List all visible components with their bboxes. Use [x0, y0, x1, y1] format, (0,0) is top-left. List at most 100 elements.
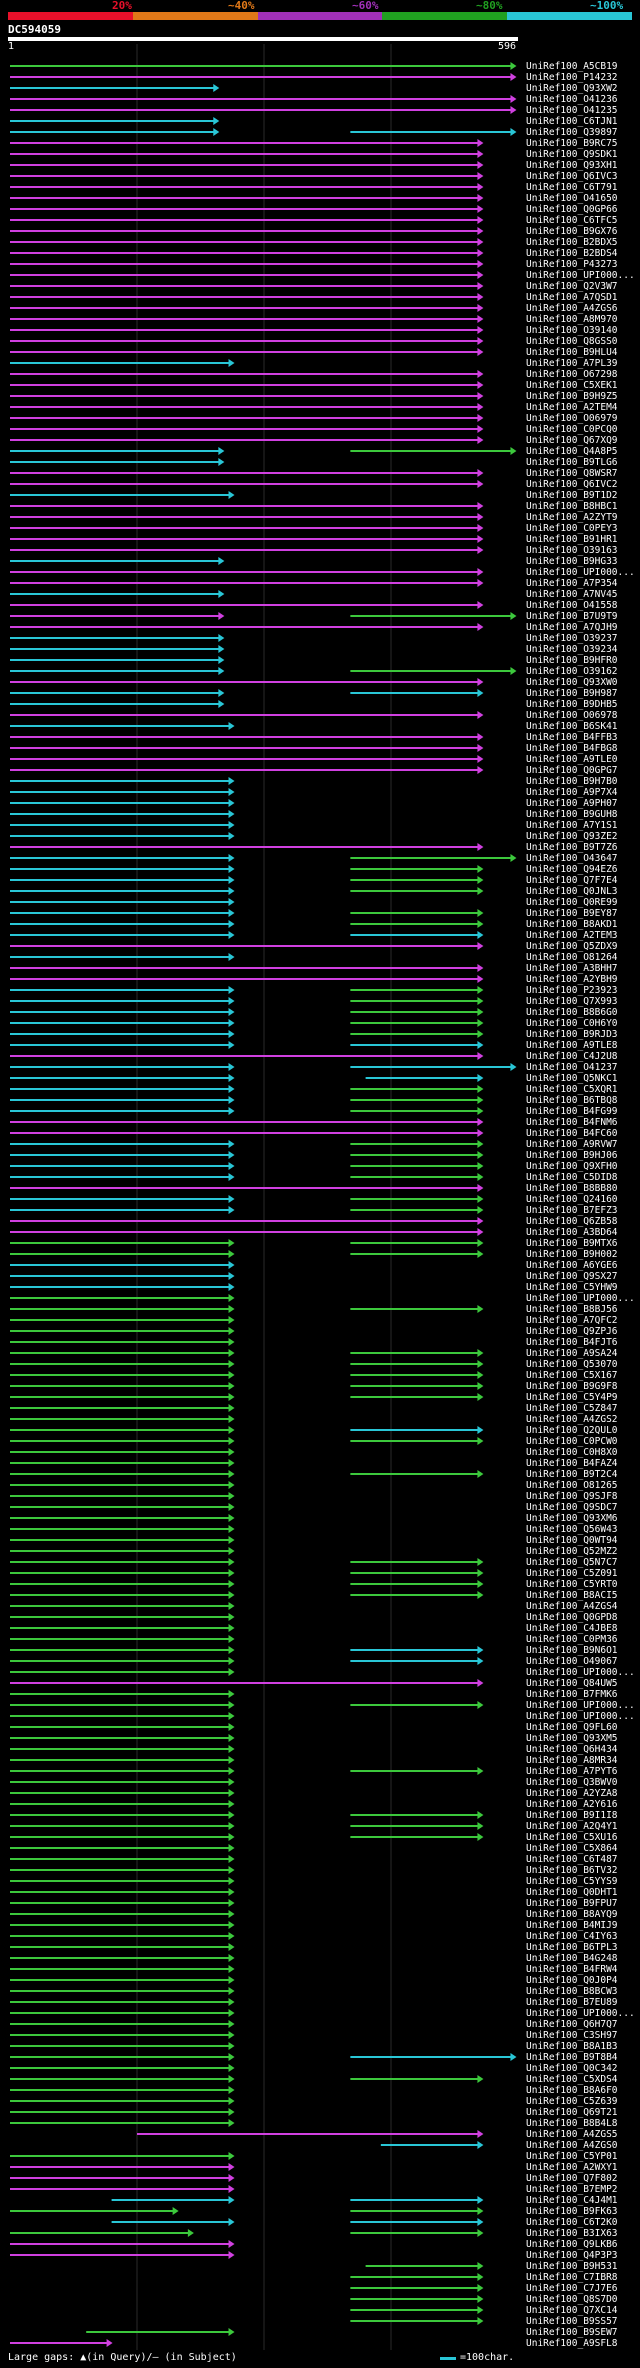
hit-label[interactable]: UniRef100_Q6IVC3	[526, 171, 618, 182]
hit-label[interactable]: UniRef100_B9G9F8	[526, 1381, 618, 1392]
hit-label[interactable]: UniRef100_A9SA24	[526, 1348, 618, 1359]
hit-label[interactable]: UniRef100_O06979	[526, 413, 618, 424]
hit-label[interactable]: UniRef100_B91HR1	[526, 534, 618, 545]
hit-label[interactable]: UniRef100_Q9SJF8	[526, 1491, 618, 1502]
hit-label[interactable]: UniRef100_C5Z847	[526, 1403, 618, 1414]
hit-label[interactable]: UniRef100_A9TLE0	[526, 754, 618, 765]
hit-label[interactable]: UniRef100_O67298	[526, 369, 618, 380]
hit-label[interactable]: UniRef100_Q0C342	[526, 2063, 618, 2074]
hit-label[interactable]: UniRef100_O81265	[526, 1480, 618, 1491]
hit-label[interactable]: UniRef100_A2ZYT9	[526, 512, 618, 523]
hit-label[interactable]: UniRef100_A3BD64	[526, 1227, 618, 1238]
hit-label[interactable]: UniRef100_C6T791	[526, 182, 618, 193]
hit-label[interactable]: UniRef100_B4FFB3	[526, 732, 618, 743]
hit-label[interactable]: UniRef100_O43647	[526, 853, 618, 864]
hit-label[interactable]: UniRef100_B9GX76	[526, 226, 618, 237]
hit-label[interactable]: UniRef100_C5XQR1	[526, 1084, 618, 1095]
hit-label[interactable]: UniRef100_O41237	[526, 1062, 618, 1073]
hit-label[interactable]: UniRef100_B8A6F0	[526, 2085, 618, 2096]
hit-label[interactable]: UniRef100_O41236	[526, 94, 618, 105]
hit-label[interactable]: UniRef100_B4FRW4	[526, 1964, 618, 1975]
hit-label[interactable]: UniRef100_B3IX63	[526, 2228, 618, 2239]
hit-label[interactable]: UniRef100_B4FAZ4	[526, 1458, 618, 1469]
hit-label[interactable]: UniRef100_A7PL39	[526, 358, 618, 369]
hit-label[interactable]: UniRef100_Q6H7Q7	[526, 2019, 618, 2030]
hit-label[interactable]: UniRef100_Q53070	[526, 1359, 618, 1370]
hit-label[interactable]: UniRef100_A7Y1S1	[526, 820, 618, 831]
hit-label[interactable]: UniRef100_B9EY87	[526, 908, 618, 919]
hit-label[interactable]: UniRef100_C5YP01	[526, 2151, 618, 2162]
hit-label[interactable]: UniRef100_C5X167	[526, 1370, 618, 1381]
hit-label[interactable]: UniRef100_B9MTX6	[526, 1238, 618, 1249]
hit-label[interactable]: UniRef100_B9TLG6	[526, 457, 618, 468]
hit-label[interactable]: UniRef100_Q5N7C7	[526, 1557, 618, 1568]
hit-label[interactable]: UniRef100_Q52MZ2	[526, 1546, 618, 1557]
hit-label[interactable]: UniRef100_A3BHH7	[526, 963, 618, 974]
hit-label[interactable]: UniRef100_Q9LKB6	[526, 2239, 618, 2250]
hit-label[interactable]: UniRef100_O06978	[526, 710, 618, 721]
hit-label[interactable]: UniRef100_A2Q4Y1	[526, 1821, 618, 1832]
hit-label[interactable]: UniRef100_Q7X993	[526, 996, 618, 1007]
hit-label[interactable]: UniRef100_Q69T21	[526, 2107, 618, 2118]
hit-label[interactable]: UniRef100_B7FMK6	[526, 1689, 618, 1700]
hit-label[interactable]: UniRef100_B4FNM6	[526, 1117, 618, 1128]
hit-label[interactable]: UniRef100_O41235	[526, 105, 618, 116]
hit-label[interactable]: UniRef100_C5X864	[526, 1843, 618, 1854]
hit-label[interactable]: UniRef100_Q56W43	[526, 1524, 618, 1535]
hit-label[interactable]: UniRef100_C5YHW9	[526, 1282, 618, 1293]
hit-label[interactable]: UniRef100_Q9XFH0	[526, 1161, 618, 1172]
hit-label[interactable]: UniRef100_Q7F802	[526, 2173, 618, 2184]
hit-label[interactable]: UniRef100_B6TBQ8	[526, 1095, 618, 1106]
hit-label[interactable]: UniRef100_Q2V3W7	[526, 281, 618, 292]
hit-label[interactable]: UniRef100_P14232	[526, 72, 618, 83]
hit-label[interactable]: UniRef100_B8AYQ9	[526, 1909, 618, 1920]
hit-label[interactable]: UniRef100_C0PCW0	[526, 1436, 618, 1447]
hit-label[interactable]: UniRef100_Q8S7D0	[526, 2294, 618, 2305]
hit-label[interactable]: UniRef100_A9TLE8	[526, 1040, 618, 1051]
hit-label[interactable]: UniRef100_A2YZA8	[526, 1788, 618, 1799]
hit-label[interactable]: UniRef100_O49067	[526, 1656, 618, 1667]
hit-label[interactable]: UniRef100_C6TJN1	[526, 116, 618, 127]
hit-label[interactable]: UniRef100_B9T2C4	[526, 1469, 618, 1480]
hit-label[interactable]: UniRef100_Q93XH1	[526, 160, 618, 171]
hit-label[interactable]: UniRef100_B9H531	[526, 2261, 618, 2272]
hit-label[interactable]: UniRef100_Q93XM6	[526, 1513, 618, 1524]
hit-label[interactable]: UniRef100_A4ZGS6	[526, 303, 618, 314]
hit-label[interactable]: UniRef100_Q4P3P3	[526, 2250, 618, 2261]
hit-label[interactable]: UniRef100_Q9FL60	[526, 1722, 618, 1733]
hit-label[interactable]: UniRef100_Q24160	[526, 1194, 618, 1205]
hit-label[interactable]: UniRef100_B6SK41	[526, 721, 618, 732]
hit-label[interactable]: UniRef100_A4ZGS5	[526, 2129, 618, 2140]
hit-label[interactable]: UniRef100_P23923	[526, 985, 618, 996]
hit-label[interactable]: UniRef100_O81264	[526, 952, 618, 963]
hit-label[interactable]: UniRef100_A6YGE6	[526, 1260, 618, 1271]
hit-label[interactable]: UniRef100_C0H8X0	[526, 1447, 618, 1458]
hit-label[interactable]: UniRef100_C4JBE8	[526, 1623, 618, 1634]
hit-label[interactable]: UniRef100_Q9ZPJ6	[526, 1326, 618, 1337]
hit-label[interactable]: UniRef100_Q7XC14	[526, 2305, 618, 2316]
hit-label[interactable]: UniRef100_O39162	[526, 666, 618, 677]
hit-label[interactable]: UniRef100_B9RC75	[526, 138, 618, 149]
hit-label[interactable]: UniRef100_C4J2U8	[526, 1051, 618, 1062]
hit-label[interactable]: UniRef100_Q93XW0	[526, 677, 618, 688]
hit-label[interactable]: UniRef100_Q2QUL0	[526, 1425, 618, 1436]
hit-label[interactable]: UniRef100_O41650	[526, 193, 618, 204]
hit-label[interactable]: UniRef100_Q0DHT1	[526, 1887, 618, 1898]
hit-label[interactable]: UniRef100_B8ACI5	[526, 1590, 618, 1601]
hit-label[interactable]: UniRef100_A2TEM4	[526, 402, 618, 413]
hit-label[interactable]: UniRef100_B4FBG8	[526, 743, 618, 754]
hit-label[interactable]: UniRef100_UPI000...	[526, 1293, 635, 1304]
hit-label[interactable]: UniRef100_C3SH97	[526, 2030, 618, 2041]
hit-label[interactable]: UniRef100_UPI000...	[526, 1711, 635, 1722]
hit-label[interactable]: UniRef100_Q8WSR7	[526, 468, 618, 479]
hit-label[interactable]: UniRef100_C0H6Y0	[526, 1018, 618, 1029]
hit-label[interactable]: UniRef100_B9HG33	[526, 556, 618, 567]
hit-label[interactable]: UniRef100_A8M970	[526, 314, 618, 325]
hit-label[interactable]: UniRef100_B4FJT6	[526, 1337, 618, 1348]
hit-label[interactable]: UniRef100_B4G248	[526, 1953, 618, 1964]
hit-label[interactable]: UniRef100_B9T7Z6	[526, 842, 618, 853]
hit-label[interactable]: UniRef100_C6TFC5	[526, 215, 618, 226]
hit-label[interactable]: UniRef100_B6TV32	[526, 1865, 618, 1876]
hit-label[interactable]: UniRef100_O39234	[526, 644, 618, 655]
hit-label[interactable]: UniRef100_B9DHB5	[526, 699, 618, 710]
